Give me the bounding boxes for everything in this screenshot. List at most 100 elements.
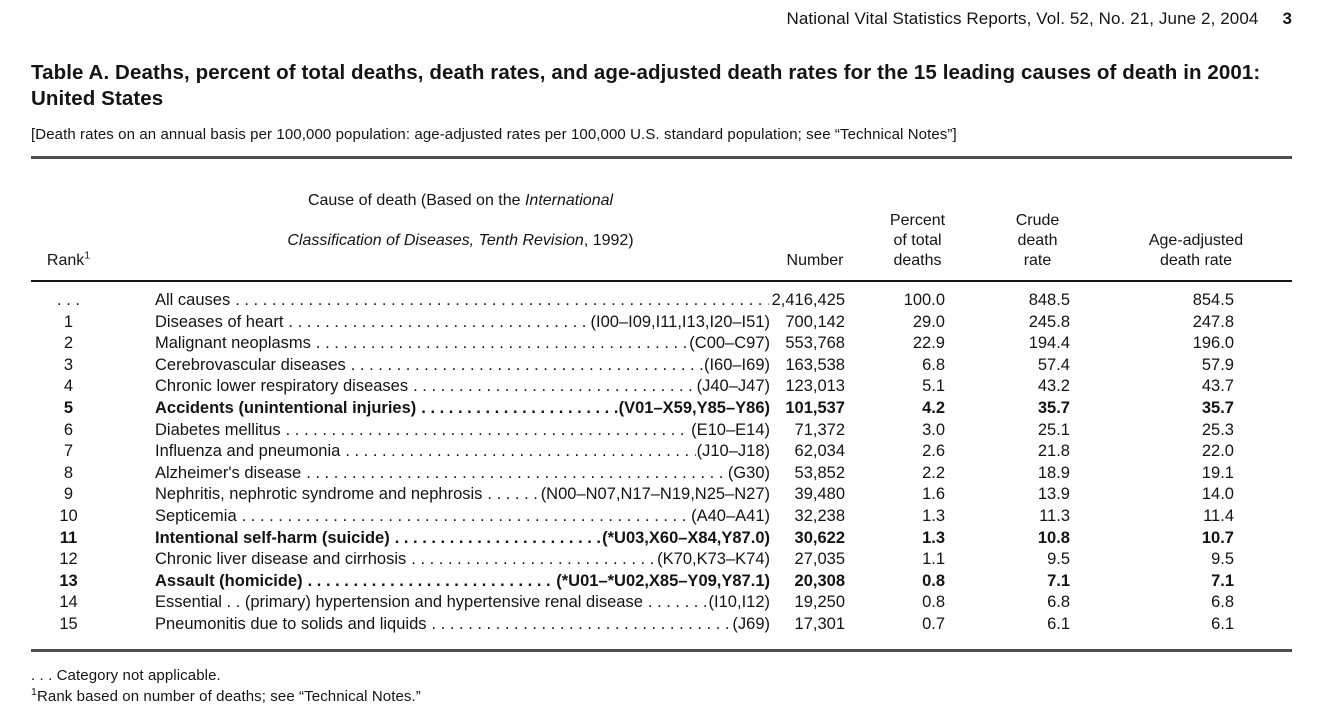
crude-rate-cell: 25.1 <box>1037 420 1070 439</box>
page: National Vital Statistics Reports, Vol. … <box>31 0 1292 707</box>
crude-rate-cell: 18.9 <box>1037 463 1070 482</box>
number-cell: 53,852 <box>794 463 845 482</box>
dot-leader <box>345 441 695 463</box>
dot-leader <box>648 592 708 614</box>
cause-of-death: Nephritis, nephrotic syndrome and nephro… <box>155 485 483 504</box>
cause-of-death: Assault (homicide) <box>155 571 303 590</box>
percent-cell: 2.6 <box>922 442 945 461</box>
dot-leader <box>487 484 539 506</box>
dot-leader <box>306 463 727 485</box>
table-row: 9 Nephritis, nephrotic syndrome and neph… <box>31 484 1292 506</box>
crude-rate-cell: 245.8 <box>1028 312 1070 331</box>
percent-cell: 4.2 <box>922 398 945 417</box>
crude-rate-cell: 13.9 <box>1037 485 1070 504</box>
number-cell: 39,480 <box>794 485 845 504</box>
cause-of-death: Chronic lower respiratory diseases <box>155 377 409 396</box>
dot-leader <box>288 312 589 334</box>
age-adjusted-rate-cell: 6.8 <box>1211 593 1234 612</box>
icd-code: (E10–E14) <box>691 420 770 439</box>
icd-code: (J69) <box>732 614 770 633</box>
dot-leader <box>421 398 617 420</box>
rank-cell: 6 <box>63 420 74 439</box>
percent-cell: 1.6 <box>922 485 945 504</box>
rank-cell: 8 <box>63 463 74 482</box>
icd-code: (V01–X59,Y85–Y86) <box>618 398 770 417</box>
table-row: 10 Septicemia (A40–A41) 32,238 1.3 11.3 … <box>31 506 1292 528</box>
cause-cell: Diabetes mellitus (E10–E14) <box>151 420 770 442</box>
dot-leader <box>286 420 690 442</box>
dot-leader <box>308 571 556 593</box>
cause-header-line2-italic: Classification of Diseases, Tenth Revisi… <box>287 232 584 249</box>
icd-code: (*U03,X60–X84,Y87.0) <box>602 528 770 547</box>
rank-cell: 14 <box>59 593 78 612</box>
rank-cell: 2 <box>63 334 74 353</box>
dot-leader <box>411 549 656 571</box>
dot-leader <box>235 290 769 312</box>
table-row: 1 Diseases of heart (I00–I09,I11,I13,I20… <box>31 312 1292 334</box>
number-cell: 163,538 <box>785 355 845 374</box>
cause-of-death: Intentional self-harm (suicide) <box>155 528 390 547</box>
percent-cell: 29.0 <box>912 312 945 331</box>
rank-cell: 4 <box>63 377 74 396</box>
dot-leader <box>413 376 696 398</box>
table-title: Table A. Deaths, percent of total deaths… <box>31 61 1261 110</box>
table-note: [Death rates on an annual basis per 100,… <box>31 126 957 143</box>
page-header: National Vital Statistics Reports, Vol. … <box>31 0 1292 29</box>
cause-of-death: All causes <box>155 291 231 309</box>
footnotes: . . . Category not applicable. 1Rank bas… <box>31 665 1292 707</box>
table-row: 15 Pneumonitis due to solids and liquids… <box>31 614 1292 636</box>
number-cell: 62,034 <box>794 442 845 461</box>
journal-title: National Vital Statistics Reports, Vol. … <box>786 9 1259 28</box>
cause-cell: Chronic liver disease and cirrhosis (K70… <box>151 549 770 571</box>
age-adjusted-rate-cell: 10.7 <box>1201 528 1234 547</box>
crude-rate-cell: 57.4 <box>1037 355 1070 374</box>
number-cell: 19,250 <box>794 593 845 612</box>
number-cell: 27,035 <box>794 550 845 569</box>
icd-code: (I60–I69) <box>703 355 770 374</box>
table-row: . . . All causes 2,416,425 100.0 848.5 8… <box>31 290 1292 312</box>
table-row: 6 Diabetes mellitus (E10–E14) 71,372 3.0… <box>31 420 1292 442</box>
cause-cell: All causes <box>151 290 770 312</box>
crude-rate-cell: 848.5 <box>1028 291 1070 309</box>
crude-rate-cell: 6.1 <box>1047 614 1070 633</box>
percent-cell: 3.0 <box>922 420 945 439</box>
column-header-percent: Percent of total deaths <box>889 212 946 269</box>
table-row: 4 Chronic lower respiratory diseases (J4… <box>31 376 1292 398</box>
age-adjusted-rate-cell: 22.0 <box>1201 442 1234 461</box>
dot-leader <box>395 528 601 550</box>
table-row: 7 Influenza and pneumonia (J10–J18) 62,0… <box>31 441 1292 463</box>
icd-code: (C00–C97) <box>689 334 770 353</box>
data-table: Rank1 Cause of death (Based on the Inter… <box>31 156 1292 652</box>
crude-rate-cell: 10.8 <box>1037 528 1070 547</box>
cause-cell: Cerebrovascular diseases (I60–I69) <box>151 355 770 377</box>
percent-cell: 1.3 <box>922 528 945 547</box>
cause-cell: Chronic lower respiratory diseases (J40–… <box>151 376 770 398</box>
cause-of-death: Septicemia <box>155 506 237 525</box>
crude-rate-cell: 43.2 <box>1037 377 1070 396</box>
cause-cell: Malignant neoplasms (C00–C97) <box>151 333 770 355</box>
age-adjusted-rate-cell: 196.0 <box>1192 334 1234 353</box>
rank-cell: 3 <box>63 355 74 374</box>
crude-rate-cell: 6.8 <box>1047 593 1070 612</box>
number-cell: 101,537 <box>785 398 845 417</box>
rank-cell: 15 <box>59 614 78 633</box>
cause-cell: Assault (homicide) (*U01–*U02,X85–Y09,Y8… <box>151 571 770 593</box>
age-adjusted-rate-cell: 25.3 <box>1201 420 1234 439</box>
rank-cell: 10 <box>59 506 78 525</box>
table-row: 11 Intentional self-harm (suicide) (*U03… <box>31 528 1292 550</box>
percent-cell: 1.3 <box>922 506 945 525</box>
percent-cell: 6.8 <box>922 355 945 374</box>
cause-cell: Accidents (unintentional injuries) (V01–… <box>151 398 770 420</box>
percent-cell: 0.8 <box>922 593 945 612</box>
number-cell: 30,622 <box>794 528 845 547</box>
number-cell: 2,416,425 <box>771 291 845 309</box>
cause-of-death: Pneumonitis due to solids and liquids <box>155 614 427 633</box>
icd-code: (G30) <box>727 463 770 482</box>
dot-leader <box>432 614 732 636</box>
percent-cell: 5.1 <box>922 377 945 396</box>
column-header-age-adjusted-rate: Age-adjusted death rate <box>1148 232 1244 269</box>
cause-of-death: Diseases of heart <box>155 312 284 331</box>
cause-of-death: Malignant neoplasms <box>155 334 311 353</box>
number-cell: 20,308 <box>794 571 845 590</box>
crude-rate-cell: 35.7 <box>1037 398 1070 417</box>
